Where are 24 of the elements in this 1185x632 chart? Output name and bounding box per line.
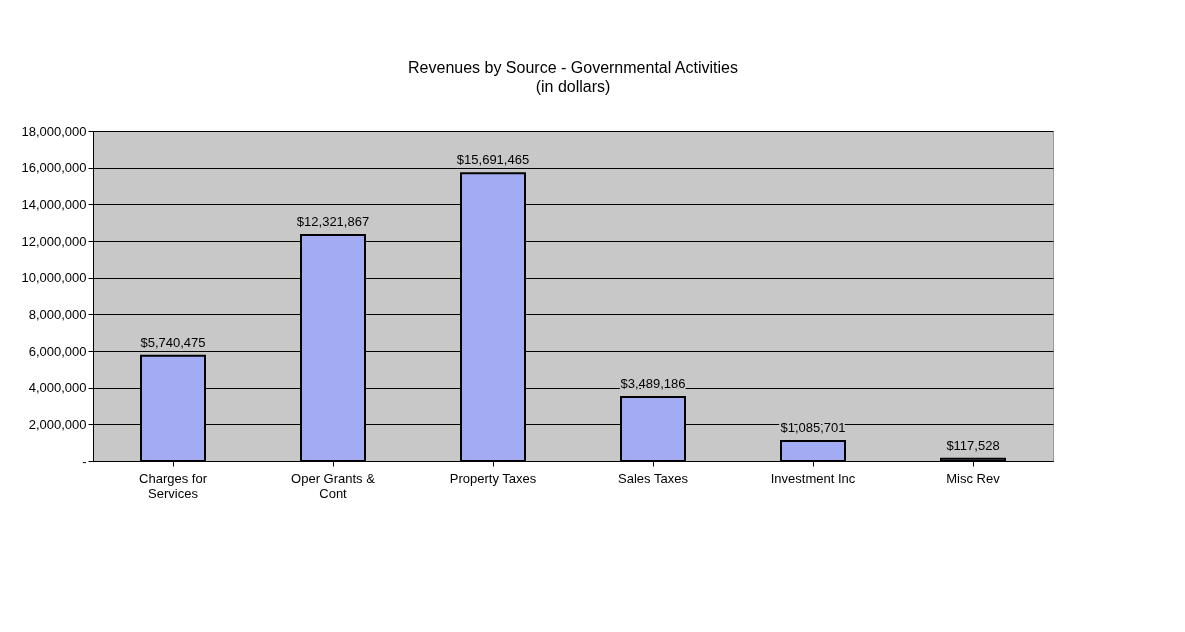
- x-tick-label: Investment Inc: [770, 470, 856, 486]
- y-tick-label: 10,000,000: [21, 270, 87, 286]
- chart-title: Revenues by Source - Governmental Activities: [408, 59, 738, 76]
- data-label: $5,740,475: [140, 334, 206, 350]
- y-tick-label: -: [82, 453, 87, 469]
- x-tick-label: Misc Rev: [946, 470, 1001, 486]
- y-tick-label: 4,000,000: [28, 380, 87, 396]
- y-tick-label: 14,000,000: [21, 196, 87, 212]
- data-label: $117,528: [946, 437, 1000, 453]
- y-tick-label: 18,000,000: [21, 123, 87, 139]
- y-tick-label: 6,000,000: [28, 343, 87, 359]
- chart-subtitle: (in dollars): [535, 78, 611, 95]
- data-label: $12,321,867: [296, 214, 370, 230]
- y-tick-label: 8,000,000: [28, 306, 87, 322]
- data-label: $1,085,701: [780, 420, 846, 436]
- x-tick-label: Oper Grants & Cont: [291, 470, 376, 501]
- data-label: $15,691,465: [456, 152, 530, 168]
- data-label: $3,489,186: [620, 376, 686, 392]
- y-tick-label: 16,000,000: [21, 160, 87, 176]
- x-tick-label: Sales Taxes: [618, 470, 689, 486]
- y-tick-label: 2,000,000: [28, 416, 87, 432]
- x-tick-label: Property Taxes: [449, 470, 537, 486]
- y-tick-label: 12,000,000: [21, 233, 87, 249]
- x-tick-label: Charges for Services: [139, 470, 208, 501]
